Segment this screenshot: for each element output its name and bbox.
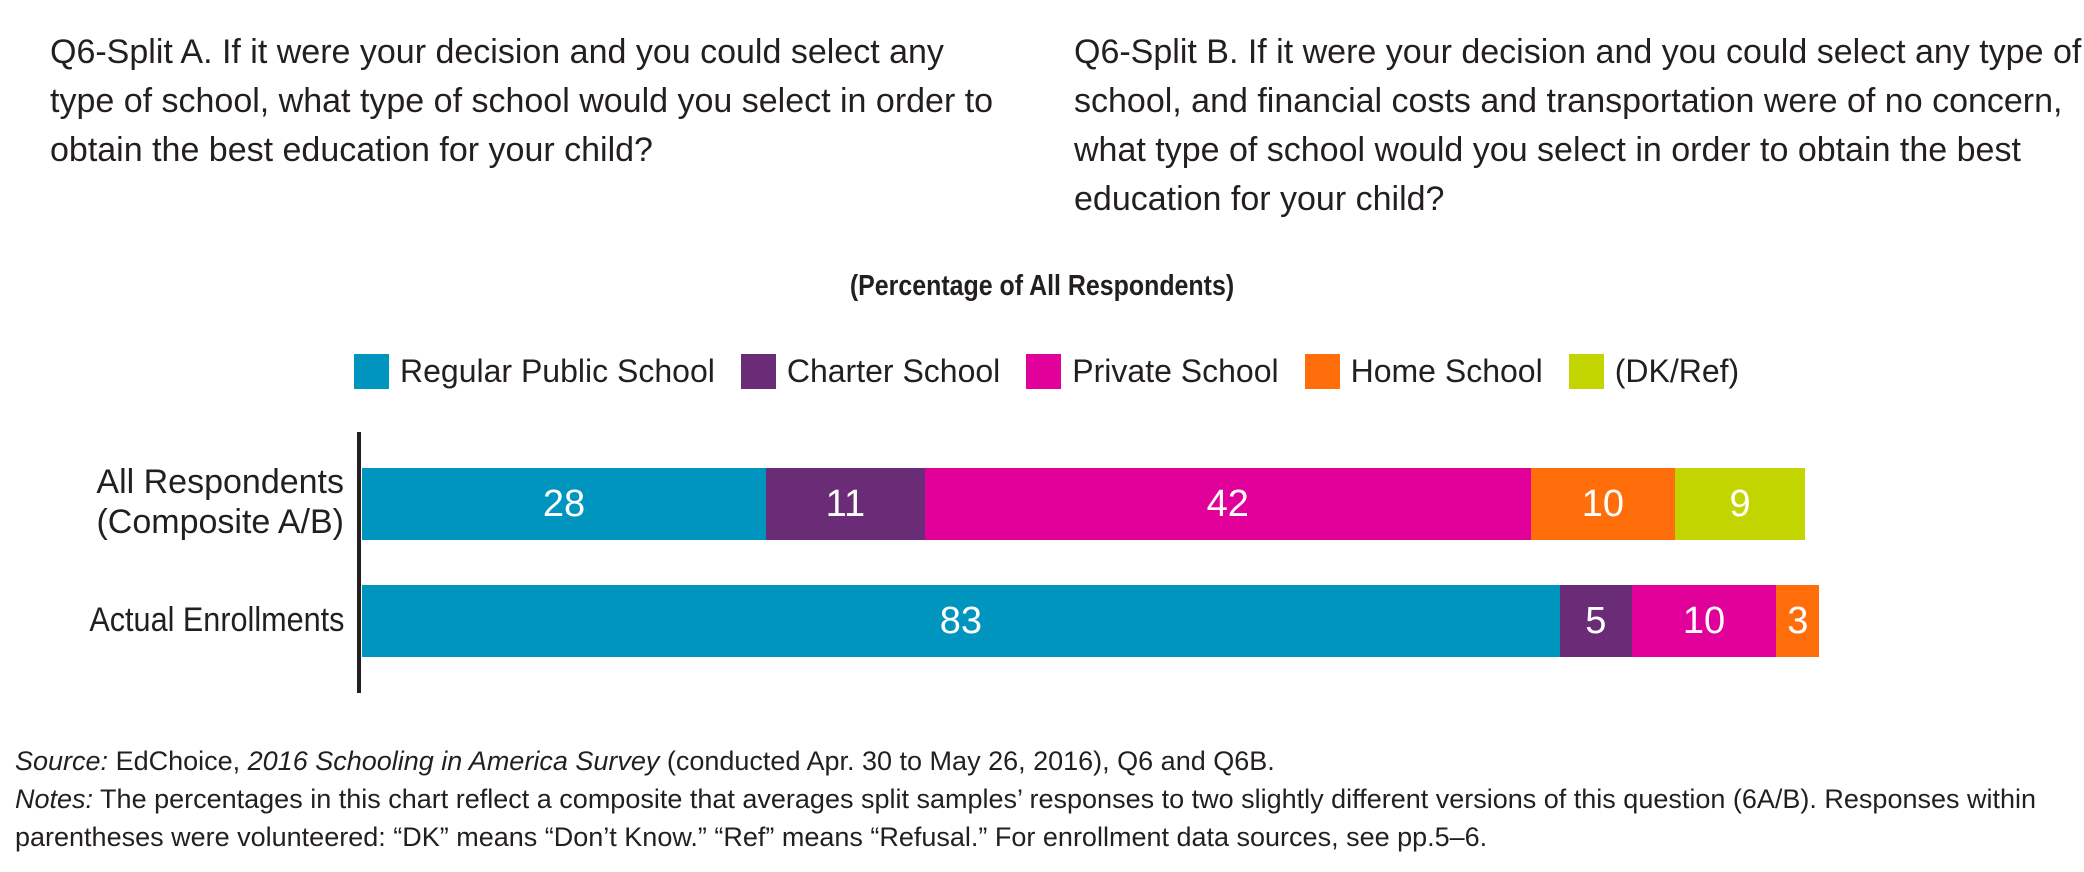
data-label: 3 [1787,599,1809,642]
data-label: 10 [1682,599,1726,642]
data-label: 28 [542,482,586,525]
legend-swatch [1026,353,1062,389]
row-label-all-respondents: All Respondents (Composite A/B) [96,462,344,542]
legend-label: Private School [1072,352,1279,389]
source-survey-title: 2016 Schooling in America Survey [247,746,660,776]
bar-segment-home-school: 3 [1776,585,1820,657]
legend-swatch [1304,353,1340,389]
legend-item-regular-public-school: Regular Public School [354,353,715,390]
data-label: 5 [1585,599,1607,642]
category-label-line: All Respondents [96,463,344,501]
category-label-line: (Composite A/B) [96,503,344,541]
data-label: 9 [1729,482,1751,525]
question-split-a: Q6-Split A. If it were your decision and… [50,33,994,169]
bar-segment-private-school: 10 [1631,585,1777,657]
chart-footer: Source: EdChoice, 2016 Schooling in Amer… [15,742,2075,856]
notes-text-block: Notes: The percentages in this chart ref… [15,780,2075,856]
bar-segment-charter-school: 5 [1559,585,1632,657]
source-label: Source: [15,746,109,776]
question-split-b: Q6-Split B. If it were your decision and… [1074,33,2082,218]
row-label-actual-enrollments: Actual Enrollments [89,600,344,640]
legend-item-home-school: Home School [1304,352,1543,390]
legend-swatch [354,353,389,389]
notes-text: The percentages in this chart reflect a … [15,784,2037,852]
data-label: 83 [939,599,982,642]
legend-label: Home School [1350,352,1543,389]
source-details: (conducted Apr. 30 to May 26, 2016), Q6 … [659,746,1275,776]
notes-label: Notes: [15,784,94,814]
bar-segment-regular-public-school: 28 [362,468,767,540]
chart-legend: Regular Public School Charter School Priva… [354,352,1765,390]
bar-segment-charter-school: 11 [766,468,925,540]
bar-segment-private-school: 42 [924,468,1531,540]
bar-segment-dk-ref: 9 [1675,468,1805,540]
source-note: Source: EdChoice, 2016 Schooling in Amer… [15,742,2075,780]
legend-item-private-school: Private School [1026,352,1279,390]
bar-row-all-respondents: 28 11 42 10 9 [362,468,1805,540]
bar-segment-home-school: 10 [1530,468,1676,540]
bar-segment-regular-public-school: 83 [362,585,1560,657]
legend-label: (DK/Ref) [1614,352,1740,389]
legend-item-dk-ref: (DK/Ref) [1568,352,1740,390]
legend-swatch [740,353,776,389]
data-label: 11 [825,482,866,525]
source-org: EdChoice, [108,746,248,776]
legend-label: Charter School [786,352,1001,389]
category-axis-line [357,432,361,693]
category-label-line: Actual Enrollments [88,601,344,639]
data-label: 42 [1206,482,1249,525]
data-label: 10 [1581,482,1625,525]
bar-row-actual-enrollments: 83 5 10 3 [362,585,1820,657]
legend-label: Regular Public School [400,352,715,389]
legend-item-charter-school: Charter School [740,352,1001,390]
chart-title: (Percentage of All Respondents) [849,270,1235,302]
legend-swatch [1568,353,1604,389]
